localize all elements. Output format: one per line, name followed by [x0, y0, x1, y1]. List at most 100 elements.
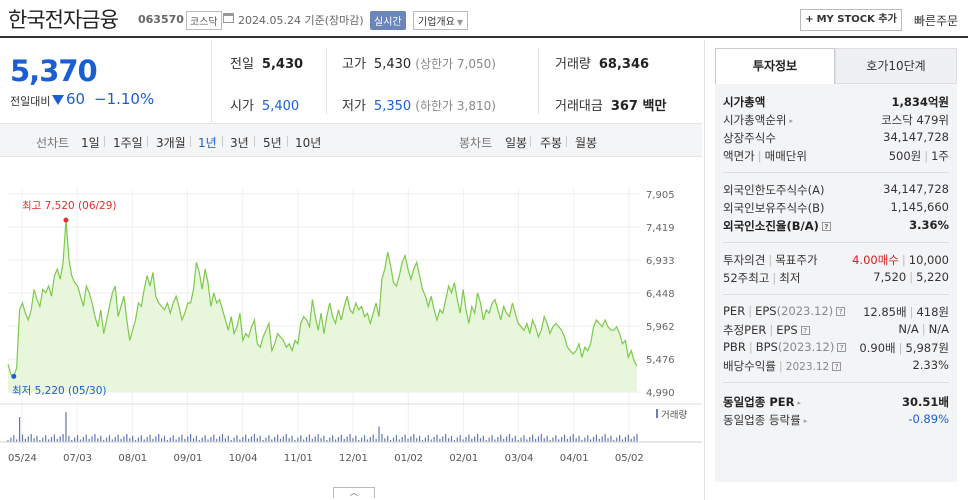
volume-bar [410, 436, 412, 442]
help-icon[interactable]: ? [832, 362, 842, 371]
volume-bar [355, 435, 357, 442]
opinion-row: 투자의견 | 목표주가 4.00매수 | 10,000 [723, 253, 949, 267]
pbr-bps-row: PBR | BPS(2023.12)? 0.90배 | 5,987원 [723, 340, 949, 355]
volume-bar [30, 434, 32, 442]
foreign-ratio-label: 외국인소진율(B/A) [723, 219, 819, 233]
tab-weekly-candle[interactable]: 주봉 [540, 136, 563, 150]
volume-bar [526, 439, 528, 442]
divider [222, 136, 223, 147]
volume-bar [337, 437, 340, 442]
sector-per-value: 30.51배 [902, 395, 949, 409]
est-per-label: 추정PER [723, 323, 767, 337]
foreign-limit-label: 외국인한도주식수(A) [723, 183, 825, 197]
volume-bar [436, 434, 438, 442]
volume-bar [213, 434, 215, 442]
tab-5year[interactable]: 5년 [263, 136, 282, 150]
volume-bar [297, 437, 299, 442]
bps-period: (2023.12) [777, 340, 835, 354]
price-line [7, 220, 638, 378]
volume-bar [476, 434, 479, 442]
volume-bar [610, 435, 612, 442]
volume-bar [126, 434, 128, 442]
volume-bar [158, 434, 160, 442]
divider [530, 136, 531, 147]
volume-bar [619, 435, 621, 442]
volume-bar [488, 437, 490, 442]
tab-monthly-candle[interactable]: 월봉 [575, 136, 598, 150]
volume-bar [91, 436, 93, 442]
volume-bar [192, 438, 195, 442]
volume: 거래량 68,346 [555, 53, 649, 72]
price-chart-svg: 7,905 7,419 6,933 6,448 5,962 5,476 4,990 최고 7,… [0, 188, 702, 464]
tab-daily-candle[interactable]: 일봉 [505, 136, 528, 150]
volume-bar [392, 437, 395, 442]
volume-bar [613, 440, 615, 442]
volume-bar [221, 434, 224, 442]
volume-bar [140, 435, 142, 442]
volume-bar [326, 440, 328, 442]
tab-1week[interactable]: 1주일 [113, 136, 143, 150]
week52-high-value: 7,520 [873, 270, 907, 284]
volume-bar [549, 440, 551, 442]
fast-order-button[interactable]: 빠른주문 [914, 14, 959, 28]
volume-bar [242, 437, 244, 442]
volume-bar [207, 439, 209, 442]
volume-bar [247, 438, 250, 442]
collapse-chart-button[interactable]: ︿ [333, 487, 375, 498]
amount-value: 367 백만 [610, 99, 667, 114]
volume-bar [274, 437, 276, 442]
y-tick-label: 6,448 [646, 289, 675, 300]
volume-bar [479, 438, 482, 442]
calendar-icon [223, 13, 234, 23]
volume-bar [523, 435, 525, 442]
mystock-add-button[interactable]: + MY STOCK 추가 [800, 9, 902, 31]
price-area [8, 220, 637, 392]
tab-1day[interactable]: 1일 [81, 136, 100, 150]
foreign-hold-value: 1,145,660 [890, 200, 949, 214]
tab-orderbook[interactable]: 호가10단계 [835, 48, 957, 84]
divider [723, 294, 949, 295]
tab-3month[interactable]: 3개월 [156, 136, 186, 150]
volume-bar [163, 435, 166, 442]
change-label: 전일대비 [10, 95, 51, 108]
volume-bar [100, 435, 102, 442]
trade-unit-label: 매매단위 [764, 149, 807, 163]
tab-invest-info[interactable]: 투자정보 [715, 48, 835, 84]
bps-value: 5,987원 [905, 341, 949, 355]
volume-bar [195, 435, 198, 442]
help-icon[interactable]: ? [800, 326, 810, 335]
volume-bar [56, 438, 58, 442]
tab-10year[interactable]: 10년 [295, 136, 322, 150]
volume-bar [572, 434, 574, 442]
help-icon[interactable]: ? [836, 307, 846, 316]
help-icon[interactable]: ? [821, 222, 831, 231]
volume-bar [450, 435, 453, 442]
volume-bar [419, 435, 421, 442]
tab-1year[interactable]: 1년 [198, 136, 217, 150]
volume-bar [123, 436, 125, 442]
x-tick-label: 10/04 [229, 453, 258, 464]
volume-bar [575, 438, 577, 442]
high-value: 5,430 [373, 57, 412, 72]
week52-row: 52주최고 | 최저 7,520 | 5,220 [723, 270, 949, 285]
volume-label: 거래량 [555, 57, 591, 72]
volume-bar [529, 437, 531, 442]
volume-bar [21, 434, 24, 442]
volume-bar [169, 437, 171, 442]
eps-label: EPS [755, 304, 777, 318]
help-icon[interactable]: ? [837, 343, 847, 352]
volume-bar [294, 440, 296, 442]
change-percent: −1.10% [94, 90, 155, 108]
price-chart[interactable]: 7,905 7,419 6,933 6,448 5,962 5,476 4,990 최고 7,… [0, 158, 702, 500]
volume-bar [175, 439, 177, 442]
volume-bar [161, 438, 163, 442]
volume-bar [453, 440, 455, 442]
volume-bar [36, 435, 38, 442]
volume-bar [369, 437, 371, 442]
company-info-dropdown[interactable]: 기업개요 ▼ [413, 11, 468, 30]
upper-limit-label: 상한가 [419, 57, 454, 71]
realtime-button[interactable]: 실시간 [370, 11, 406, 30]
tab-3year[interactable]: 3년 [230, 136, 249, 150]
volume-bar [282, 436, 284, 442]
arrow-right-icon: ▸ [803, 417, 808, 425]
